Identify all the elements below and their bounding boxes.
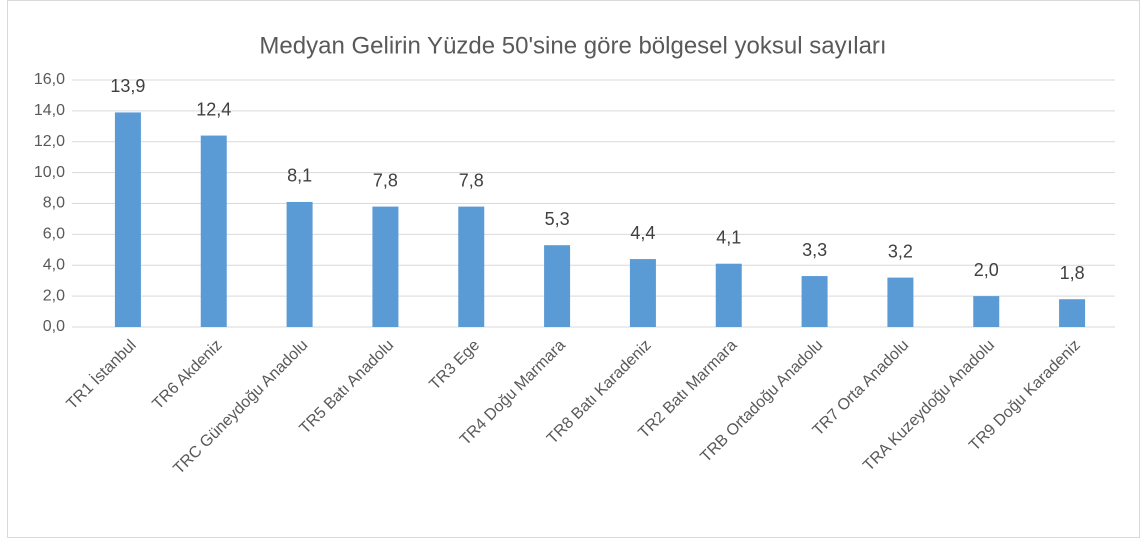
bar	[973, 296, 1000, 327]
bar	[887, 277, 914, 327]
data-label: 7,8	[373, 170, 398, 190]
data-label: 1,8	[1060, 263, 1085, 283]
y-tick-label: 2,0	[43, 287, 65, 304]
data-label: 5,3	[545, 209, 570, 229]
bar	[372, 206, 399, 327]
data-label: 2,0	[974, 260, 999, 280]
bar	[544, 245, 571, 327]
bar	[715, 263, 742, 327]
data-label: 3,3	[802, 240, 827, 260]
y-tick-label: 10,0	[34, 164, 65, 181]
data-label: 8,1	[287, 166, 312, 186]
bar	[200, 135, 227, 327]
y-tick-label: 12,0	[34, 133, 65, 150]
bar	[114, 112, 141, 327]
data-label: 12,4	[196, 99, 231, 119]
data-label: 7,8	[459, 170, 484, 190]
y-tick-label: 4,0	[43, 256, 65, 273]
bar	[458, 206, 485, 327]
data-label: 4,1	[716, 227, 741, 247]
chart-title: Medyan Gelirin Yüzde 50'sine göre bölges…	[259, 32, 886, 59]
bar	[801, 276, 828, 327]
data-label: 3,2	[888, 241, 913, 261]
y-tick-label: 16,0	[34, 71, 65, 88]
data-label: 13,9	[110, 76, 145, 96]
y-tick-label: 6,0	[43, 226, 65, 243]
bar	[629, 259, 656, 327]
y-tick-label: 0,0	[43, 318, 65, 335]
y-tick-label: 8,0	[43, 195, 65, 212]
bar	[286, 201, 313, 327]
data-label: 4,4	[630, 223, 655, 243]
bar	[1059, 299, 1086, 327]
y-tick-label: 14,0	[34, 102, 65, 119]
chart-frame	[7, 0, 1140, 538]
